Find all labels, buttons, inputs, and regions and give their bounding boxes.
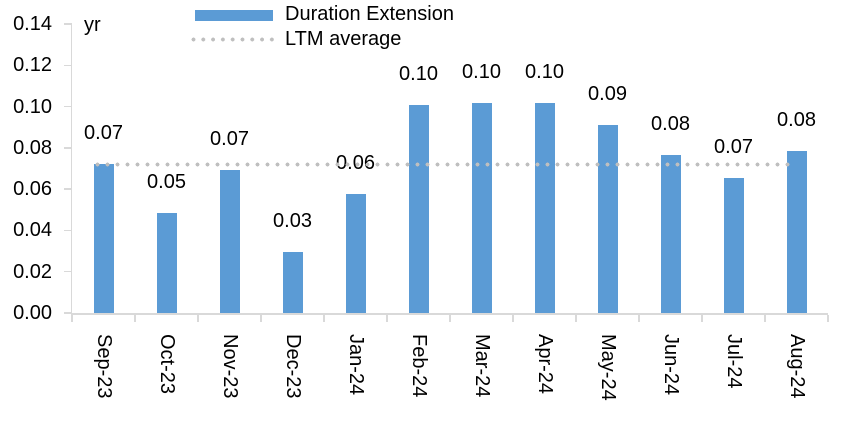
- bar-value-label: 0.08: [777, 108, 816, 131]
- bar-value-label: 0.03: [273, 210, 312, 233]
- bar-Aug-24: [786, 150, 807, 313]
- y-axis-tick: [64, 312, 71, 314]
- y-axis-tick-label: 0.08: [13, 136, 52, 159]
- bar-Jun-24: [660, 155, 681, 313]
- x-axis-tick: [71, 315, 73, 322]
- x-axis-category-label: Dec-23: [281, 334, 304, 399]
- bar-value-label: 0.07: [210, 127, 249, 150]
- bar-Nov-23: [219, 169, 240, 313]
- x-axis-tick: [701, 315, 703, 322]
- bar-value-label: 0.10: [525, 61, 564, 84]
- x-axis-tick: [134, 315, 136, 322]
- x-axis-tick: [449, 315, 451, 322]
- x-axis-tick: [386, 315, 388, 322]
- x-axis-category-label: Mar-24: [470, 334, 493, 398]
- bar-Dec-23: [282, 252, 303, 313]
- bar-Oct-23: [156, 212, 177, 313]
- x-axis-line: [70, 313, 828, 315]
- y-axis-tick: [64, 64, 71, 67]
- bar-value-label: 0.05: [147, 170, 186, 193]
- y-axis-tick: [64, 270, 71, 273]
- legend-dotted-line-swatch: [191, 37, 279, 42]
- legend: Duration Extension LTM average: [0, 0, 852, 52]
- bar-Mar-24: [471, 103, 492, 313]
- bar-May-24: [597, 125, 618, 313]
- bar-value-label: 0.10: [462, 61, 501, 84]
- bar-Sep-23: [93, 164, 114, 313]
- y-axis-tick: [64, 105, 71, 108]
- y-axis-tick: [64, 229, 71, 232]
- bar-value-label: 0.10: [399, 62, 438, 85]
- x-axis-tick: [827, 315, 829, 322]
- x-axis-tick: [575, 315, 577, 322]
- x-axis-tick: [764, 315, 766, 322]
- x-axis-category-label: Jun-24: [659, 334, 682, 396]
- bar-Apr-24: [534, 103, 555, 313]
- bar-Jan-24: [345, 194, 366, 313]
- y-axis-tick-label: 0.12: [13, 54, 52, 77]
- y-axis-tick-label: 0.04: [13, 219, 52, 242]
- legend-ltm-label: LTM average: [285, 28, 402, 50]
- x-axis-category-label: Sep-23: [92, 334, 115, 399]
- bar-value-label: 0.07: [714, 135, 753, 158]
- y-axis-tick-label: 0.10: [13, 95, 52, 118]
- y-axis-line: [70, 23, 72, 315]
- y-axis-tick-label: 0.00: [13, 302, 52, 324]
- x-axis-tick: [323, 315, 325, 322]
- x-axis-tick: [638, 315, 640, 322]
- x-axis-category-label: Jan-24: [344, 334, 367, 396]
- bar-value-label: 0.08: [651, 113, 690, 136]
- bar-Feb-24: [408, 104, 429, 313]
- x-axis-category-label: Nov-23: [218, 334, 241, 399]
- x-axis-category-label: Jul-24: [722, 334, 745, 389]
- y-axis-tick-label: 0.06: [13, 178, 52, 201]
- y-axis-tick: [64, 147, 71, 149]
- y-axis-unit-label: yr: [84, 14, 101, 36]
- legend-bar-swatch: [195, 10, 273, 21]
- y-axis-tick-label: 0.02: [13, 260, 52, 283]
- x-axis-tick: [260, 315, 262, 322]
- y-axis-tick: [64, 188, 71, 190]
- x-axis-category-label: May-24: [596, 334, 619, 401]
- bar-value-label: 0.09: [588, 83, 627, 106]
- x-axis-category-label: Oct-23: [155, 334, 178, 395]
- y-axis-tick: [64, 23, 71, 25]
- x-axis-category-label: Aug-24: [785, 334, 808, 399]
- bar-Jul-24: [723, 177, 744, 313]
- legend-bar-label: Duration Extension: [285, 3, 454, 25]
- y-axis-tick-label: 0.14: [13, 13, 52, 35]
- x-axis-tick: [197, 315, 199, 322]
- bar-value-label: 0.07: [84, 122, 123, 145]
- x-axis-category-label: Feb-24: [407, 334, 430, 398]
- ltm-average-line: [95, 161, 795, 167]
- x-axis-tick: [512, 315, 514, 322]
- x-axis-category-label: Apr-24: [533, 334, 556, 395]
